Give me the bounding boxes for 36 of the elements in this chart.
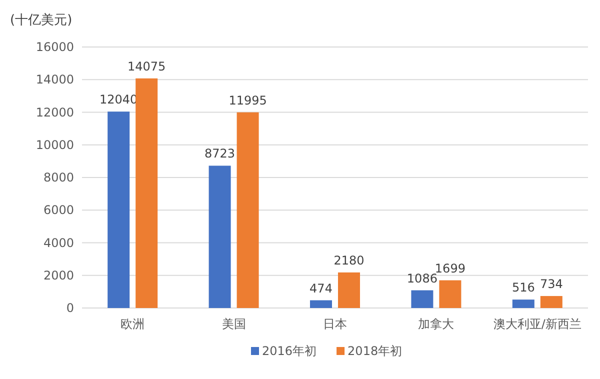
bar <box>439 280 462 308</box>
y-tick-label: 12000 <box>36 105 74 120</box>
y-tick-label: 2000 <box>43 268 74 282</box>
y-tick-label: 8000 <box>43 170 74 184</box>
data-label: 1086 <box>406 271 438 286</box>
y-tick-label: 4000 <box>43 236 74 250</box>
y-tick-label: 6000 <box>43 203 74 218</box>
bar <box>512 300 534 308</box>
bar <box>411 290 434 308</box>
y-tick-label: 0 <box>66 301 74 315</box>
bar <box>310 300 332 308</box>
x-tick-label: 加拿大 <box>418 317 454 331</box>
data-label: 516 <box>512 280 535 295</box>
legend-label: 2016年初 <box>262 344 317 358</box>
x-tick-label: 澳大利亚/新西兰 <box>493 317 582 331</box>
bar <box>208 166 231 308</box>
y-tick-label: 14000 <box>36 72 74 87</box>
x-tick-label: 日本 <box>323 317 347 331</box>
data-label: 11995 <box>228 93 267 108</box>
data-label: 734 <box>540 277 563 292</box>
data-label: 2180 <box>334 253 364 268</box>
data-label: 474 <box>310 281 332 296</box>
bar <box>136 78 158 308</box>
legend-label: 2018年初 <box>348 344 402 358</box>
bar <box>540 296 562 308</box>
data-label: 14075 <box>128 59 166 74</box>
x-tick-label: 美国 <box>222 317 246 331</box>
bar <box>236 112 259 308</box>
data-label: 8723 <box>204 146 236 161</box>
x-tick-label: 欧洲 <box>120 317 145 331</box>
y-tick-label: 10000 <box>36 138 74 152</box>
y-axis-title: (十亿美元) <box>10 12 72 28</box>
bar <box>338 272 360 308</box>
bar <box>108 112 130 308</box>
y-tick-label: 16000 <box>36 40 74 54</box>
data-label: 1699 <box>434 261 466 276</box>
